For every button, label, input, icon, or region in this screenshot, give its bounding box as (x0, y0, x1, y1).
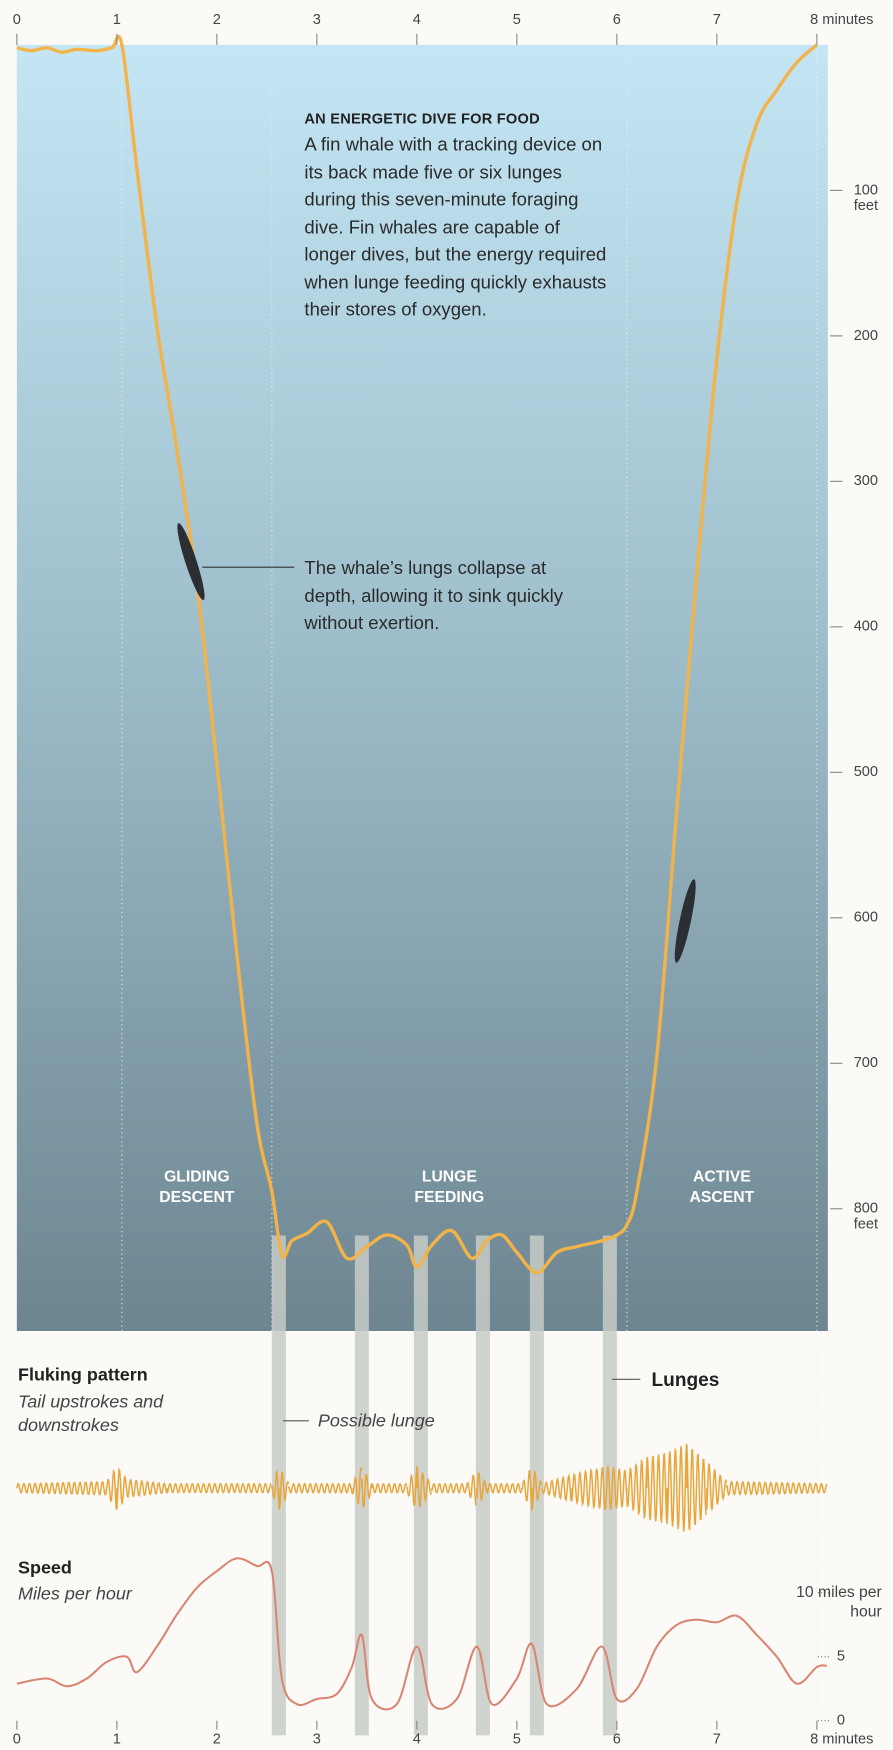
fluke-segment (466, 1474, 478, 1507)
annotation: The whale’s lungs collapse at depth, all… (304, 558, 564, 634)
fluke-segment (531, 1469, 543, 1512)
y-tick-label: 100 (854, 182, 878, 198)
y-tick-label: 200 (854, 328, 878, 344)
data-line (16, 35, 818, 1275)
y-tick-label: 5 (837, 1649, 845, 1665)
x-tick-label: 2 (213, 12, 221, 28)
x-tick-label: 8 minutes (810, 12, 873, 28)
fluke-segment (541, 1473, 573, 1503)
x-tick-label: 3 (313, 12, 321, 28)
speed-subtitle: Miles per hour (17, 1584, 132, 1604)
phase-label: GLIDING DESCENT (159, 1167, 235, 1206)
whale-icon (674, 879, 696, 963)
fluke-segment (371, 1482, 408, 1494)
fluke-segment (571, 1467, 608, 1511)
fluke-segment (706, 1463, 728, 1511)
phase-label: ACTIVE ASCENT (689, 1167, 755, 1206)
fluke-segment (106, 1468, 118, 1510)
speed-title: Speed (17, 1559, 72, 1579)
x-tick-label: 7 (713, 1732, 721, 1748)
x-tick-label: 4 (413, 12, 421, 28)
y-tick-label: 700 (854, 1055, 878, 1071)
fluke-segment (666, 1443, 688, 1532)
ocean-background (16, 44, 828, 1331)
fluke-segment (626, 1458, 648, 1520)
fluke-segment (351, 1467, 363, 1505)
fluke-segment (431, 1483, 468, 1494)
x-tick-label: 0 (13, 12, 21, 28)
fluke-segment (361, 1473, 373, 1508)
data-line (16, 1557, 827, 1711)
fluke-segment (288, 1482, 353, 1494)
fluke-segment (726, 1480, 828, 1497)
fluke-segment (686, 1445, 707, 1531)
x-tick-label: 8 minutes (810, 1732, 873, 1748)
x-tick-label: 0 (13, 1732, 21, 1748)
phase-label: LUNGE FEEDING (414, 1167, 485, 1206)
y-tick-label: 500 (854, 764, 878, 780)
x-tick-label: 5 (513, 12, 521, 28)
x-tick-label: 3 (313, 1732, 321, 1748)
description: A fin whale with a tracking device on it… (304, 134, 607, 321)
y-tick-label: 0 (837, 1713, 845, 1729)
fluke-segment (486, 1482, 523, 1494)
fluke-segment (116, 1466, 128, 1510)
lunge-bands (121, 44, 818, 1736)
x-tick-label: 6 (613, 12, 621, 28)
fluke-segment (521, 1470, 533, 1503)
y-unit-label: feet (854, 198, 878, 214)
x-tick-label: 6 (613, 1732, 621, 1748)
fluke-segment (416, 1465, 433, 1508)
possible-lunge-label: Possible lunge (317, 1411, 435, 1431)
fluke-segment (406, 1471, 418, 1507)
fluke-segment (126, 1478, 168, 1499)
y-tick-label: 10 miles per hour (796, 1582, 882, 1620)
x-tick-label: 1 (113, 1732, 121, 1748)
y-tick-label: 800 (854, 1201, 878, 1217)
fluke-segment (16, 1481, 108, 1496)
x-tick-label: 2 (213, 1732, 221, 1748)
fluke-segment (606, 1465, 628, 1510)
fluke-segment (278, 1471, 290, 1510)
y-tick-label: 400 (854, 619, 878, 635)
x-tick-label: 5 (513, 1732, 521, 1748)
fluke-segment (271, 1469, 280, 1502)
x-tick-label: 1 (113, 12, 121, 28)
lunges-label: Lunges (651, 1369, 720, 1391)
fluke-segment (166, 1483, 272, 1494)
chart-title: AN ENERGETIC DIVE FOR FOOD (304, 110, 540, 127)
fluke-segment (476, 1470, 488, 1502)
x-tick-label: 7 (713, 12, 721, 28)
y-tick-label: 600 (854, 910, 878, 926)
fluking-title: Fluking pattern (17, 1365, 148, 1385)
x-tick-label: 4 (413, 1732, 421, 1748)
whale-icon (177, 523, 205, 601)
y-unit-label: feet (854, 1216, 878, 1232)
fluke-segment (646, 1453, 668, 1523)
fluking-subtitle: Tail upstrokes and downstrokes (17, 1392, 164, 1436)
y-tick-label: 300 (854, 473, 878, 489)
